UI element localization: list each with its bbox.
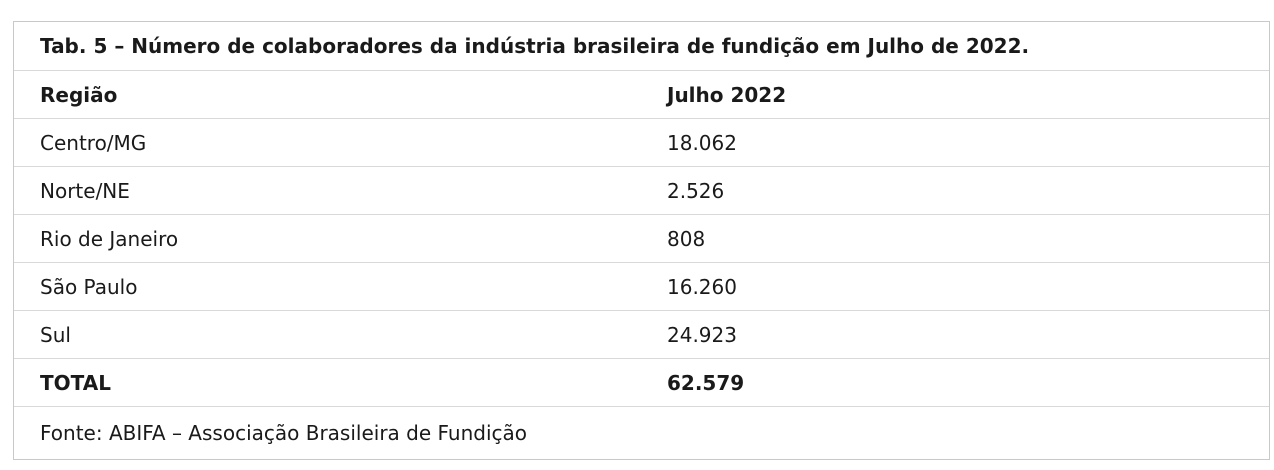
- table-row: Sul 24.923: [14, 311, 1269, 359]
- table-row: Norte/NE 2.526: [14, 167, 1269, 215]
- region-cell: Norte/NE: [40, 178, 130, 203]
- header-july-2022: Julho 2022: [667, 82, 787, 107]
- table-row: Centro/MG 18.062: [14, 119, 1269, 167]
- source-note: Fonte: ABIFA – Associação Brasileira de …: [40, 421, 528, 445]
- table-row: São Paulo 16.260: [14, 263, 1269, 311]
- value-cell: 16.260: [667, 274, 737, 299]
- table-row: Rio de Janeiro 808: [14, 215, 1269, 263]
- value-cell: 24.923: [667, 322, 737, 347]
- table-title: Tab. 5 – Número de colaboradores da indú…: [40, 34, 1030, 58]
- region-cell: São Paulo: [40, 274, 138, 299]
- header-region: Região: [40, 82, 118, 107]
- total-label: TOTAL: [40, 370, 111, 395]
- total-row: TOTAL 62.579: [14, 359, 1269, 407]
- table-title-row: Tab. 5 – Número de colaboradores da indú…: [14, 22, 1269, 71]
- value-cell: 808: [667, 226, 706, 251]
- region-cell: Sul: [40, 322, 71, 347]
- region-cell: Centro/MG: [40, 130, 147, 155]
- value-cell: 2.526: [667, 178, 725, 203]
- source-row: Fonte: ABIFA – Associação Brasileira de …: [14, 407, 1269, 459]
- table-header-row: Região Julho 2022: [14, 71, 1269, 119]
- total-value: 62.579: [667, 370, 745, 395]
- value-cell: 18.062: [667, 130, 737, 155]
- data-table: Tab. 5 – Número de colaboradores da indú…: [13, 21, 1270, 460]
- region-cell: Rio de Janeiro: [40, 226, 179, 251]
